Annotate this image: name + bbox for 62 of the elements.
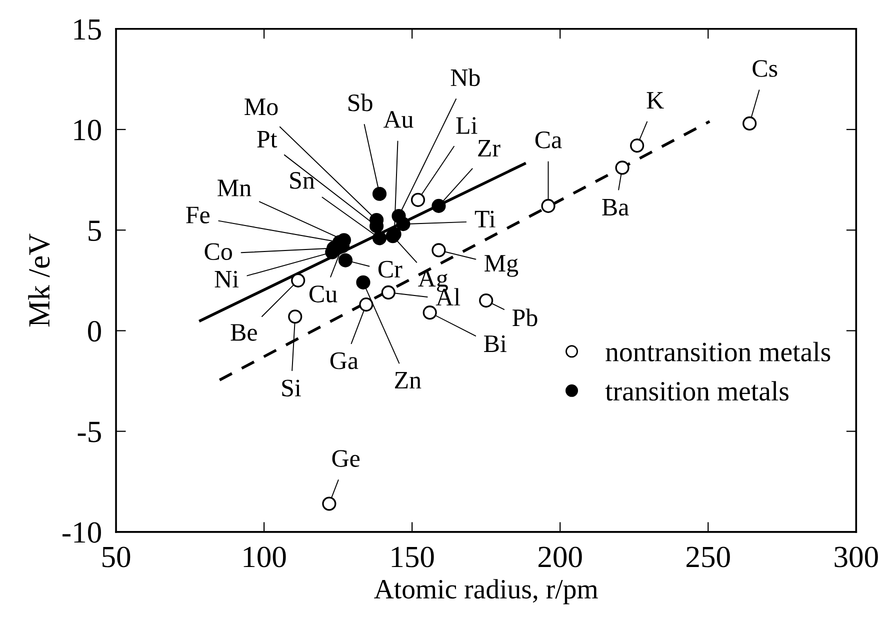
point: [541, 198, 556, 213]
annotation: Ni: [214, 270, 239, 288]
annotation: Li: [456, 117, 478, 134]
point: [742, 116, 757, 131]
annotation: Si: [282, 380, 301, 396]
annotation: Mo: [244, 98, 278, 116]
point: [356, 275, 370, 290]
y-tick-label: 0: [88, 320, 101, 342]
annotation: Mn: [218, 180, 252, 196]
point: [288, 310, 302, 324]
annotation: Be: [230, 324, 257, 341]
point: [381, 285, 396, 300]
y-tick-label: 5: [88, 220, 101, 241]
annotation: Cu: [310, 286, 338, 302]
annotation: Ge: [332, 450, 360, 467]
annotation: Nb: [450, 68, 480, 86]
annotation: Pt: [257, 130, 278, 148]
annotation: Mg: [484, 255, 518, 277]
point: [396, 217, 410, 232]
annotation: Ba: [602, 199, 629, 216]
point: [432, 243, 446, 258]
point: [322, 496, 336, 511]
x-tick-label: 300: [834, 546, 878, 568]
annotation: K: [646, 92, 664, 109]
legend-label: nontransition metals: [606, 342, 830, 362]
y-tick-label: -10: [62, 522, 101, 543]
annotation: Ga: [330, 352, 358, 370]
point: [372, 231, 387, 246]
point: [410, 192, 426, 207]
point: [359, 298, 374, 312]
point: [615, 160, 630, 175]
y-axis-title: Mk /eV: [28, 234, 50, 327]
x-axis-title: Atomic radius, r/pm: [374, 579, 598, 604]
annotation: Cs: [752, 60, 778, 77]
point: [372, 186, 387, 201]
annotation: Fe: [186, 206, 210, 224]
x-tick-label: 50: [102, 546, 130, 568]
point: [291, 273, 306, 288]
point: [479, 293, 494, 308]
point: [422, 306, 437, 320]
y-tick-label: 15: [74, 19, 101, 40]
legend-label: transition metals: [605, 381, 788, 401]
y-tick-label: -5: [78, 422, 101, 442]
annotation: Zr: [478, 140, 500, 156]
x-tick-label: 150: [392, 546, 434, 568]
annotation: Au: [383, 111, 414, 128]
x-tick-label: 100: [244, 546, 286, 568]
annotation: Cr: [378, 260, 402, 278]
annotation: Sn: [290, 172, 315, 189]
annotation: Co: [204, 243, 232, 260]
annotation: Zn: [394, 372, 422, 388]
annotation: Ti: [474, 210, 496, 228]
y-tick-label: 10: [74, 120, 101, 140]
point: [432, 198, 446, 213]
annotation: Pb: [512, 308, 538, 326]
point: [338, 253, 353, 268]
annotation: Ca: [535, 132, 562, 148]
point: [630, 138, 644, 153]
annotation: Sb: [348, 94, 372, 112]
x-tick-label: 250: [686, 546, 730, 568]
annotation: Bi: [484, 335, 506, 352]
x-tick-label: 200: [538, 546, 582, 568]
